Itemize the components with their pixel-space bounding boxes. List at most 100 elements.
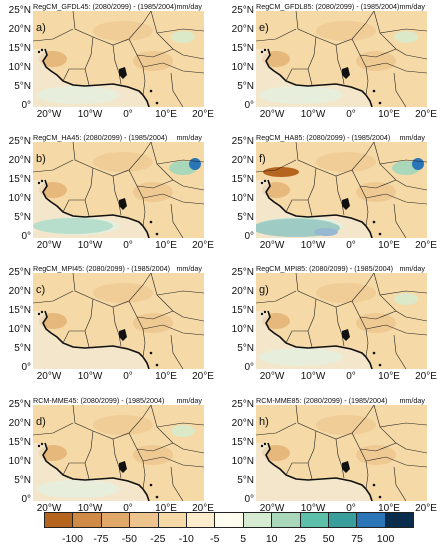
map-panel-a: RegCM_GFDL45: (2080/2099) - (1985/2004) m… bbox=[0, 2, 214, 130]
lat-tick-label: 15°N bbox=[231, 437, 254, 448]
colorbar-segment bbox=[385, 513, 414, 527]
lat-tick-label: 5°N bbox=[237, 343, 254, 354]
panel-title: RegCM_HA45: (2080/2099) - (1985/2004) bbox=[33, 133, 168, 142]
lake-volta bbox=[342, 329, 350, 341]
lon-tick-label: 10°W bbox=[77, 240, 103, 251]
lon-tick-label: 10°E bbox=[378, 371, 400, 382]
panel-units: mm/day bbox=[176, 133, 202, 142]
coastline bbox=[42, 310, 150, 369]
colorbar-segment bbox=[186, 513, 216, 527]
lat-tick-label: 5°N bbox=[237, 212, 254, 223]
panel-units: mm/day bbox=[399, 133, 425, 142]
panel-units: mm/day bbox=[176, 2, 202, 11]
coastline bbox=[42, 48, 150, 107]
map-plot bbox=[33, 405, 204, 501]
lon-tick-label: 10°E bbox=[155, 503, 177, 514]
lat-tick-label: 10°N bbox=[231, 193, 254, 204]
lake-volta bbox=[342, 67, 350, 79]
lon-tick-label: 0° bbox=[123, 109, 133, 120]
lon-tick-label: 0° bbox=[346, 109, 356, 120]
colorbar-tick-label: 75 bbox=[351, 533, 363, 545]
map-panel-c: RegCM_MPI45: (2080/2099) - (1985/2004) mm… bbox=[0, 264, 214, 392]
lon-tick-label: 20°W bbox=[259, 109, 285, 120]
lon-tick-label: 20°E bbox=[415, 109, 437, 120]
lat-tick-label: 20°N bbox=[231, 418, 254, 429]
lat-tick-label: 15°N bbox=[8, 43, 31, 54]
coastline bbox=[265, 310, 373, 369]
lat-tick-label: 10°N bbox=[8, 324, 31, 335]
lat-tick-label: 25°N bbox=[231, 399, 254, 410]
colorbar-tick-label: -10 bbox=[178, 533, 194, 545]
lat-tick-label: 0° bbox=[244, 231, 254, 242]
panel-title: RegCM_GFDL85: (2080/2099) - (1985/2004) bbox=[256, 2, 400, 11]
lat-tick-label: 25°N bbox=[231, 5, 254, 16]
lat-tick-label: 10°N bbox=[231, 456, 254, 467]
map-panel-d: RCM-MME45: (2080/2099) - (1985/2004) mm/d… bbox=[0, 396, 214, 524]
lon-tick-label: 10°W bbox=[300, 503, 326, 514]
panel-label: c) bbox=[36, 284, 46, 296]
panel-title: RegCM_GFDL45: (2080/2099) - (1985/2004) bbox=[33, 2, 177, 11]
colorbar-tick-label: 100 bbox=[376, 533, 395, 545]
panel-label: f) bbox=[259, 153, 266, 165]
lat-tick-label: 10°N bbox=[8, 62, 31, 73]
colorbar-segment bbox=[158, 513, 187, 527]
lon-tick-label: 0° bbox=[346, 503, 356, 514]
lake-volta bbox=[119, 329, 127, 341]
lat-tick-label: 5°N bbox=[14, 475, 31, 486]
lon-tick-label: 20°W bbox=[259, 371, 285, 382]
coastline bbox=[42, 179, 150, 238]
lat-tick-label: 15°N bbox=[231, 305, 254, 316]
panel-title: RegCM_MPI45: (2080/2099) - (1985/2004) bbox=[33, 264, 171, 273]
panel-title: RCM-MME45: (2080/2099) - (1985/2004) bbox=[33, 396, 165, 405]
colorbar-tick-label: 5 bbox=[240, 533, 247, 545]
lat-tick-label: 15°N bbox=[231, 174, 254, 185]
lat-tick-label: 20°N bbox=[8, 286, 31, 297]
lon-tick-label: 10°E bbox=[378, 109, 400, 120]
map-plot bbox=[256, 405, 427, 501]
panel-label: b) bbox=[36, 153, 46, 165]
panel-units: mm/day bbox=[176, 264, 202, 273]
colorbar-segment bbox=[300, 513, 329, 527]
lat-tick-label: 5°N bbox=[14, 212, 31, 223]
panel-units: mm/day bbox=[399, 2, 425, 11]
lake-volta bbox=[342, 461, 350, 473]
lon-tick-label: 10°W bbox=[300, 240, 326, 251]
colorbar-segment bbox=[243, 513, 273, 527]
panel-title: RegCM_HA85: (2080/2099) - (1985/2004) bbox=[256, 133, 391, 142]
panel-title: RegCM_MPI85: (2080/2099) - (1985/2004) bbox=[256, 264, 394, 273]
lon-tick-label: 10°E bbox=[155, 109, 177, 120]
lon-tick-label: 20°W bbox=[259, 503, 285, 514]
lat-tick-label: 15°N bbox=[8, 305, 31, 316]
lat-tick-label: 20°N bbox=[231, 24, 254, 35]
lon-tick-label: 10°E bbox=[378, 503, 400, 514]
colorbar-segment bbox=[101, 513, 131, 527]
colorbar-segment bbox=[272, 513, 301, 527]
lon-tick-label: 10°W bbox=[300, 371, 326, 382]
colorbar-tick-label: -50 bbox=[121, 533, 137, 545]
lon-tick-label: 20°W bbox=[259, 240, 285, 251]
coastline bbox=[265, 442, 373, 501]
lat-tick-label: 10°N bbox=[231, 62, 254, 73]
colorbar-tick-label: -100 bbox=[61, 533, 83, 545]
lat-tick-label: 10°N bbox=[231, 324, 254, 335]
coastline bbox=[265, 179, 373, 238]
lat-tick-label: 0° bbox=[21, 100, 31, 111]
lat-tick-label: 25°N bbox=[8, 5, 31, 16]
lat-tick-label: 10°N bbox=[8, 193, 31, 204]
lon-tick-label: 0° bbox=[346, 240, 356, 251]
colorbar-segment bbox=[357, 513, 386, 527]
lon-tick-label: 20°W bbox=[36, 371, 62, 382]
lat-tick-label: 0° bbox=[21, 494, 31, 505]
map-plot bbox=[256, 11, 427, 107]
lat-tick-label: 0° bbox=[21, 362, 31, 373]
lat-tick-label: 0° bbox=[244, 494, 254, 505]
lon-tick-label: 20°E bbox=[192, 109, 214, 120]
map-panel-e: RegCM_GFDL85: (2080/2099) - (1985/2004) m… bbox=[223, 2, 437, 130]
lake-volta bbox=[119, 461, 127, 473]
lat-tick-label: 15°N bbox=[8, 174, 31, 185]
lat-tick-label: 25°N bbox=[8, 399, 31, 410]
colorbar-tick-label: 25 bbox=[294, 533, 306, 545]
map-plot bbox=[33, 273, 204, 369]
map-plot bbox=[256, 273, 427, 369]
lat-tick-label: 20°N bbox=[8, 24, 31, 35]
